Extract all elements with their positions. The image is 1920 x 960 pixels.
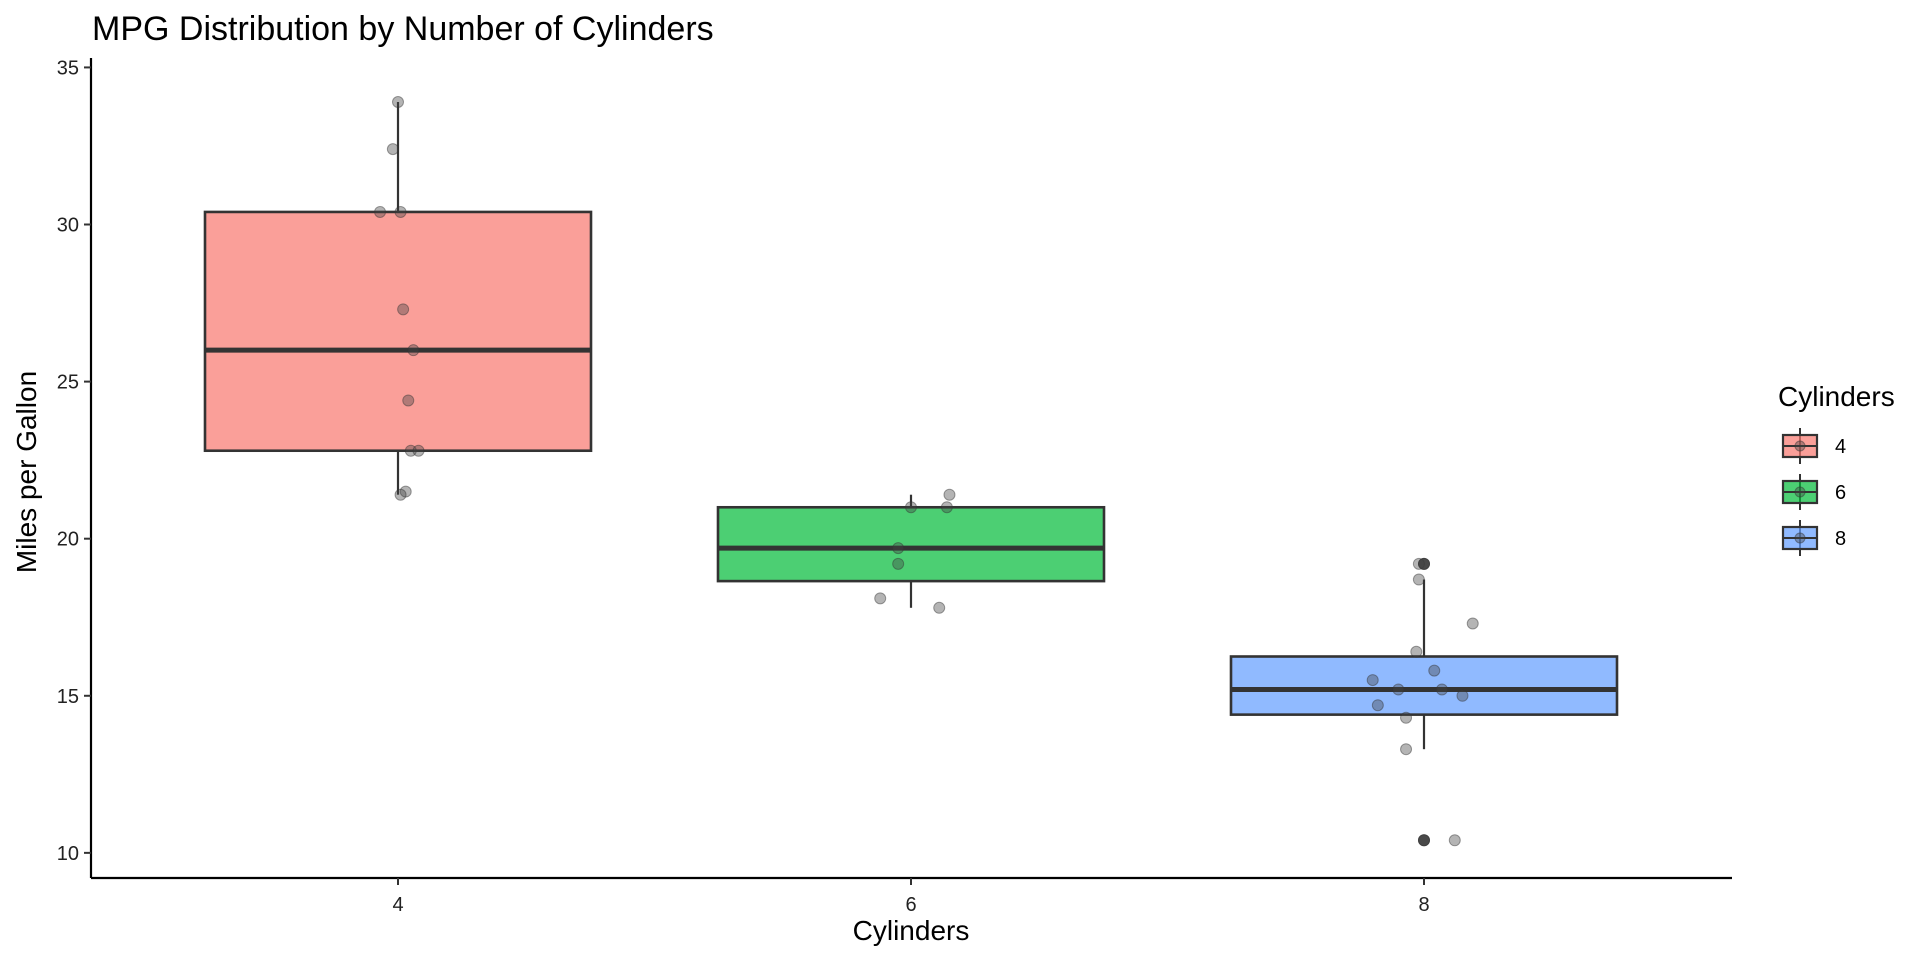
x-tick-label: 8: [1418, 894, 1429, 916]
data-point: [1448, 834, 1461, 847]
data-point: [1400, 711, 1413, 724]
data-point: [399, 485, 412, 498]
data-point: [407, 344, 420, 357]
data-point: [933, 601, 946, 614]
legend-label: 8: [1835, 528, 1846, 550]
box-group-6: [716, 488, 1106, 614]
data-point: [1371, 699, 1384, 712]
data-point: [392, 95, 404, 108]
chart-title: MPG Distribution by Number of Cylinders: [92, 10, 714, 48]
y-tick-label: 20: [57, 529, 79, 551]
legend-label: 4: [1835, 436, 1846, 458]
data-point: [394, 205, 407, 218]
legend-title: Cylinders: [1778, 381, 1895, 412]
y-tick-label: 15: [57, 686, 79, 708]
y-tick-label: 10: [57, 843, 79, 865]
data-point: [1392, 683, 1405, 696]
box-group-8: [1229, 557, 1619, 847]
data-point: [892, 557, 905, 570]
data-point: [374, 205, 387, 218]
box-4: [203, 210, 593, 453]
data-point: [394, 488, 407, 501]
x-axis-title: Cylinders: [853, 915, 970, 946]
legend-item-6: 6: [1781, 474, 1846, 510]
y-tick-label: 25: [57, 372, 79, 394]
legend-label: 6: [1835, 482, 1846, 504]
data-point: [1412, 573, 1425, 586]
data-point: [905, 501, 917, 514]
data-point: [943, 488, 956, 501]
data-point: [1412, 557, 1425, 570]
data-point: [1366, 674, 1379, 687]
data-point: [1400, 743, 1413, 756]
plot-area: [203, 95, 1619, 847]
data-point: [402, 394, 415, 407]
legend-key-point: [1794, 486, 1806, 498]
legend-item-4: 4: [1781, 428, 1846, 464]
data-point: [1466, 617, 1479, 630]
y-tick-label: 35: [57, 57, 79, 79]
legend: Cylinders 4 6 8: [1778, 381, 1895, 556]
y-tick-label: 30: [57, 215, 79, 237]
x-tick-label: 6: [905, 894, 916, 916]
data-point: [1435, 683, 1448, 696]
data-point: [397, 303, 410, 316]
box-8: [1229, 655, 1619, 716]
box-group-4: [203, 95, 593, 501]
data-point: [874, 592, 887, 605]
data-point: [1418, 834, 1430, 847]
data-point: [1428, 664, 1441, 677]
axes: 10 15 20 25 30 35 4 6 8: [57, 57, 1732, 916]
data-point: [1418, 557, 1430, 570]
data-point: [940, 501, 953, 514]
box-6: [716, 505, 1106, 583]
y-axis-title: Miles per Gallon: [11, 371, 42, 573]
data-point: [1456, 689, 1469, 702]
legend-key-point: [1794, 440, 1806, 452]
legend-key-point: [1794, 532, 1806, 544]
outlier-point: [1418, 834, 1430, 847]
data-point: [404, 444, 417, 457]
outlier-point: [1418, 557, 1430, 570]
legend-item-8: 8: [1781, 520, 1846, 556]
data-point: [412, 444, 425, 457]
data-point: [386, 143, 399, 156]
data-point: [892, 542, 905, 555]
data-point: [1410, 645, 1423, 658]
x-tick-label: 4: [392, 894, 403, 916]
